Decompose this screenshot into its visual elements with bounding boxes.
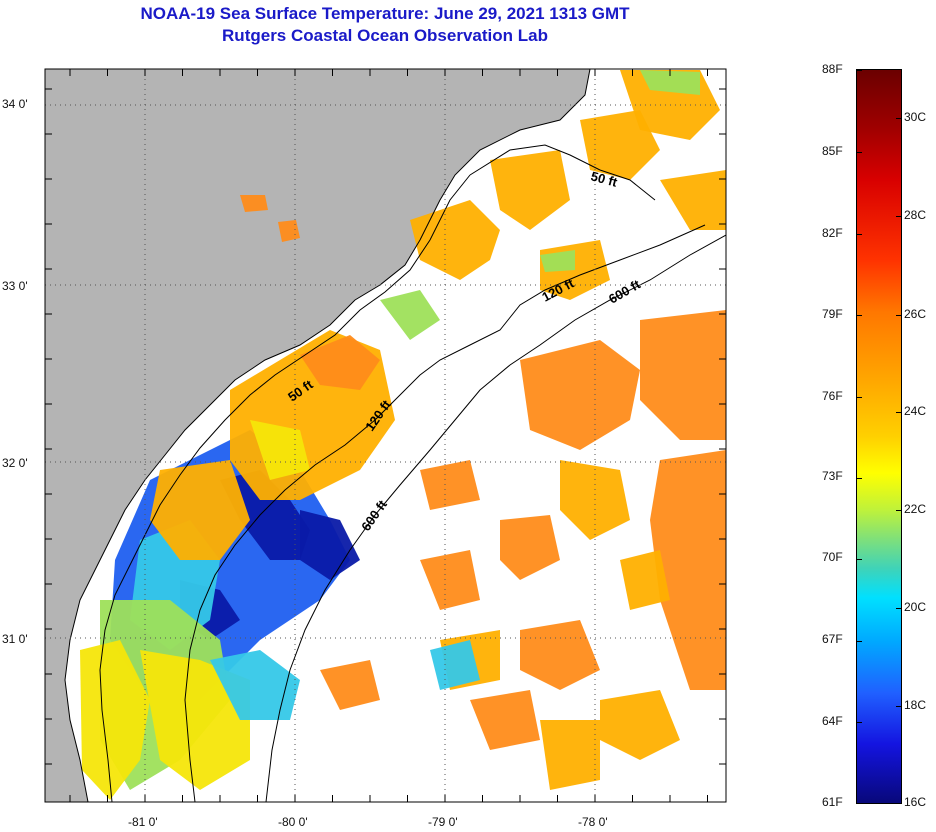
- colorbar-tick: [857, 152, 862, 153]
- lat-lon-grid: [45, 69, 726, 802]
- colorbar-tick: [896, 608, 901, 609]
- sst-patch: [80, 640, 150, 800]
- land-mass: [45, 69, 590, 802]
- map-subtitle: Rutgers Coastal Ocean Observation Lab: [222, 26, 548, 45]
- colorbar-f-79: 79F: [822, 307, 843, 321]
- sst-patch: [540, 250, 575, 272]
- temperature-colorbar: [856, 69, 902, 804]
- colorbar-c-18: 18C: [904, 698, 927, 712]
- lat-label-33: 33 0': [2, 279, 28, 293]
- map-frame: [44, 68, 727, 803]
- colorbar-c-24: 24C: [904, 404, 927, 418]
- sst-patch: [520, 340, 640, 450]
- lat-label-32: 32 0': [2, 456, 28, 470]
- colorbar-f-64: 64F: [822, 714, 843, 728]
- sst-patch: [240, 195, 268, 212]
- sst-patch: [220, 470, 310, 560]
- sst-patch: [278, 220, 300, 242]
- colorbar-f-73: 73F: [822, 469, 843, 483]
- colorbar-c-22: 22C: [904, 502, 927, 516]
- contour-120ft: [184, 224, 706, 802]
- lon-label-80: -80 0': [278, 815, 308, 829]
- colorbar-tick: [896, 118, 901, 119]
- axis-ticks: [45, 69, 726, 802]
- colorbar-tick: [857, 478, 862, 479]
- contour-label-50ft-north: 50 ft: [589, 168, 619, 190]
- sst-patch: [380, 290, 440, 340]
- colorbar-tick: [857, 397, 862, 398]
- lat-label-31: 31 0': [2, 632, 28, 646]
- colorbar-tick: [857, 234, 862, 235]
- colorbar-tick: [857, 641, 862, 642]
- sst-patch: [470, 690, 540, 750]
- map-title: NOAA-19 Sea Surface Temperature: June 29…: [140, 4, 630, 23]
- sst-patch: [640, 70, 700, 95]
- sst-patch: [320, 660, 380, 710]
- colorbar-f-82: 82F: [822, 226, 843, 240]
- colorbar-tick: [896, 315, 901, 316]
- colorbar-f-70: 70F: [822, 550, 843, 564]
- colorbar-tick: [896, 510, 901, 511]
- sst-patch: [420, 460, 480, 510]
- colorbar-tick: [896, 216, 901, 217]
- lon-label-79: -79 0': [428, 815, 458, 829]
- colorbar-tick: [857, 315, 862, 316]
- lon-label-78: -78 0': [578, 815, 608, 829]
- colorbar-f-85: 85F: [822, 144, 843, 158]
- colorbar-c-30: 30C: [904, 110, 927, 124]
- colorbar-c-28: 28C: [904, 208, 927, 222]
- colorbar-f-61: 61F: [822, 795, 843, 809]
- contour-600ft: [265, 234, 726, 802]
- colorbar-f-67: 67F: [822, 632, 843, 646]
- sst-patch: [540, 720, 600, 790]
- lat-label-34: 34 0': [2, 97, 28, 111]
- colorbar-c-20: 20C: [904, 600, 927, 614]
- colorbar-c-26: 26C: [904, 307, 927, 321]
- sst-patch: [660, 170, 726, 230]
- colorbar-tick: [857, 803, 862, 804]
- lon-label-81: -81 0': [128, 815, 158, 829]
- colorbar-c-16: 16C: [904, 795, 927, 809]
- sst-patch: [650, 450, 726, 690]
- colorbar-f-76: 76F: [822, 389, 843, 403]
- sst-patch: [640, 310, 726, 440]
- sst-patch: [210, 650, 300, 720]
- sst-patch: [490, 150, 570, 230]
- colorbar-tick: [896, 706, 901, 707]
- colorbar-tick: [857, 722, 862, 723]
- sst-patch: [430, 640, 480, 690]
- sst-patch: [420, 550, 480, 610]
- sst-patch: [620, 550, 670, 610]
- colorbar-tick: [896, 803, 901, 804]
- sst-patch: [300, 335, 380, 390]
- sst-patch: [500, 515, 560, 580]
- colorbar-f-88: 88F: [822, 62, 843, 76]
- colorbar-tick: [896, 412, 901, 413]
- colorbar-tick: [857, 559, 862, 560]
- sst-patch: [300, 510, 360, 580]
- sst-patch: [600, 690, 680, 760]
- sst-patch: [150, 460, 250, 560]
- colorbar-tick: [857, 70, 862, 71]
- contour-50ft: [99, 144, 656, 802]
- sst-patch: [410, 200, 500, 280]
- coastline: [64, 69, 591, 802]
